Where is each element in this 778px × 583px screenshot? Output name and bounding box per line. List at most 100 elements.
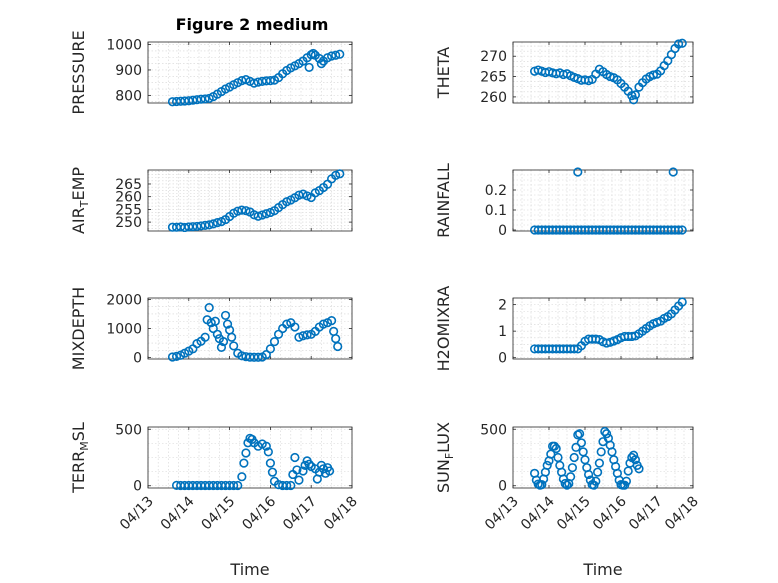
- data-point: [331, 170, 341, 180]
- data-point: [592, 467, 603, 477]
- y-axis-label: TERRMSL: [69, 422, 91, 494]
- data-point: [241, 448, 251, 458]
- data-point: [304, 62, 314, 73]
- grid: [512, 169, 694, 231]
- x-tick-label: 04/18: [321, 494, 361, 534]
- data-point: [208, 219, 218, 229]
- y-tick-label: 265: [480, 70, 507, 86]
- y-axis-label: AIRTEMP: [69, 167, 91, 234]
- data-point: [298, 466, 308, 476]
- y-tick-label: 255: [115, 202, 142, 218]
- data-point: [253, 211, 263, 221]
- axes-box: [147, 426, 353, 489]
- data-point: [537, 480, 547, 490]
- series-markers: [167, 302, 343, 362]
- data-point: [302, 330, 312, 340]
- x-tick-label: 04/13: [117, 494, 157, 534]
- subplot-h2omixra: 0 1 2 H2OMIXRA: [434, 286, 694, 371]
- x-tick-label: 04/16: [239, 493, 279, 533]
- series-markers: [167, 48, 345, 107]
- data-point: [249, 78, 259, 88]
- y-tick-label: 900: [115, 63, 142, 79]
- data-point: [576, 438, 587, 448]
- data-point: [282, 480, 292, 491]
- data-point: [621, 476, 632, 486]
- axes-box: [147, 41, 353, 104]
- x-tick-label: 04/13: [482, 494, 522, 534]
- subplot-rainfall: 0 0.1 0.2 RAINFALL: [434, 163, 694, 239]
- data-point: [267, 467, 278, 477]
- data-point: [677, 297, 687, 307]
- data-point: [578, 447, 588, 457]
- axes-box: [512, 426, 694, 489]
- axes-box: [147, 169, 353, 232]
- y-tick-label: 0.1: [485, 203, 507, 219]
- data-point: [591, 476, 601, 486]
- data-point: [241, 206, 251, 216]
- grid: [147, 42, 353, 103]
- data-point: [300, 460, 310, 471]
- data-point: [253, 352, 263, 362]
- y-axis-label: MIXDEPTH: [69, 287, 88, 370]
- data-point: [265, 458, 276, 468]
- x-tick-label: 04/14: [158, 493, 198, 533]
- data-point: [571, 442, 581, 452]
- grid: [512, 297, 694, 359]
- y-tick-label: 500: [480, 422, 507, 438]
- data-point: [630, 90, 641, 100]
- data-point: [294, 332, 304, 342]
- data-point: [567, 463, 578, 473]
- y-tick-label: 1: [498, 324, 507, 340]
- data-point: [212, 218, 222, 228]
- data-point: [668, 167, 678, 177]
- data-point: [167, 352, 178, 362]
- y-axis-label: SUNFLUX: [434, 422, 456, 493]
- figure-title: Figure 2 medium: [176, 15, 329, 34]
- y-axis-label: RAINFALL: [434, 163, 453, 238]
- data-point: [292, 465, 302, 475]
- data-point: [218, 336, 229, 347]
- data-point: [286, 480, 296, 491]
- y-tick-label: 800: [115, 88, 142, 104]
- y-tick-label: 1000: [106, 38, 142, 54]
- data-point: [220, 310, 231, 321]
- series-markers: [167, 169, 345, 233]
- data-point: [542, 460, 552, 471]
- data-point: [171, 351, 182, 361]
- data-point: [229, 480, 239, 491]
- y-tick-label: 0: [133, 351, 142, 367]
- y-tick-label: 500: [115, 422, 142, 438]
- axes-box: [512, 169, 694, 232]
- x-tick-label: 04/14: [518, 493, 558, 533]
- data-point: [565, 472, 576, 482]
- data-point: [677, 38, 687, 48]
- data-point: [569, 344, 579, 354]
- data-point: [229, 341, 239, 351]
- x-axis-label: Time: [229, 560, 269, 579]
- data-point: [237, 205, 247, 215]
- data-point: [261, 441, 271, 451]
- subplot-mixdepth: 0 1000 2000 MIXDEPTH: [69, 287, 353, 370]
- data-point: [335, 49, 345, 59]
- series-markers: [529, 426, 644, 490]
- data-point: [200, 94, 210, 104]
- data-point: [623, 466, 633, 476]
- data-point: [677, 225, 687, 235]
- data-point: [282, 319, 292, 329]
- data-point: [628, 95, 639, 105]
- data-point: [239, 458, 249, 468]
- y-tick-label: 0: [498, 479, 507, 495]
- data-point: [200, 220, 210, 231]
- axes-box: [512, 297, 694, 360]
- x-tick-label: 04/15: [199, 494, 239, 534]
- data-point: [302, 191, 312, 201]
- y-tick-label: 250: [115, 215, 142, 231]
- y-tick-label: 2: [498, 298, 507, 314]
- data-point: [331, 50, 341, 60]
- grid: [147, 170, 353, 231]
- y-tick-label: 265: [115, 177, 142, 193]
- data-point: [237, 472, 247, 482]
- data-point: [596, 447, 606, 457]
- data-point: [269, 336, 280, 347]
